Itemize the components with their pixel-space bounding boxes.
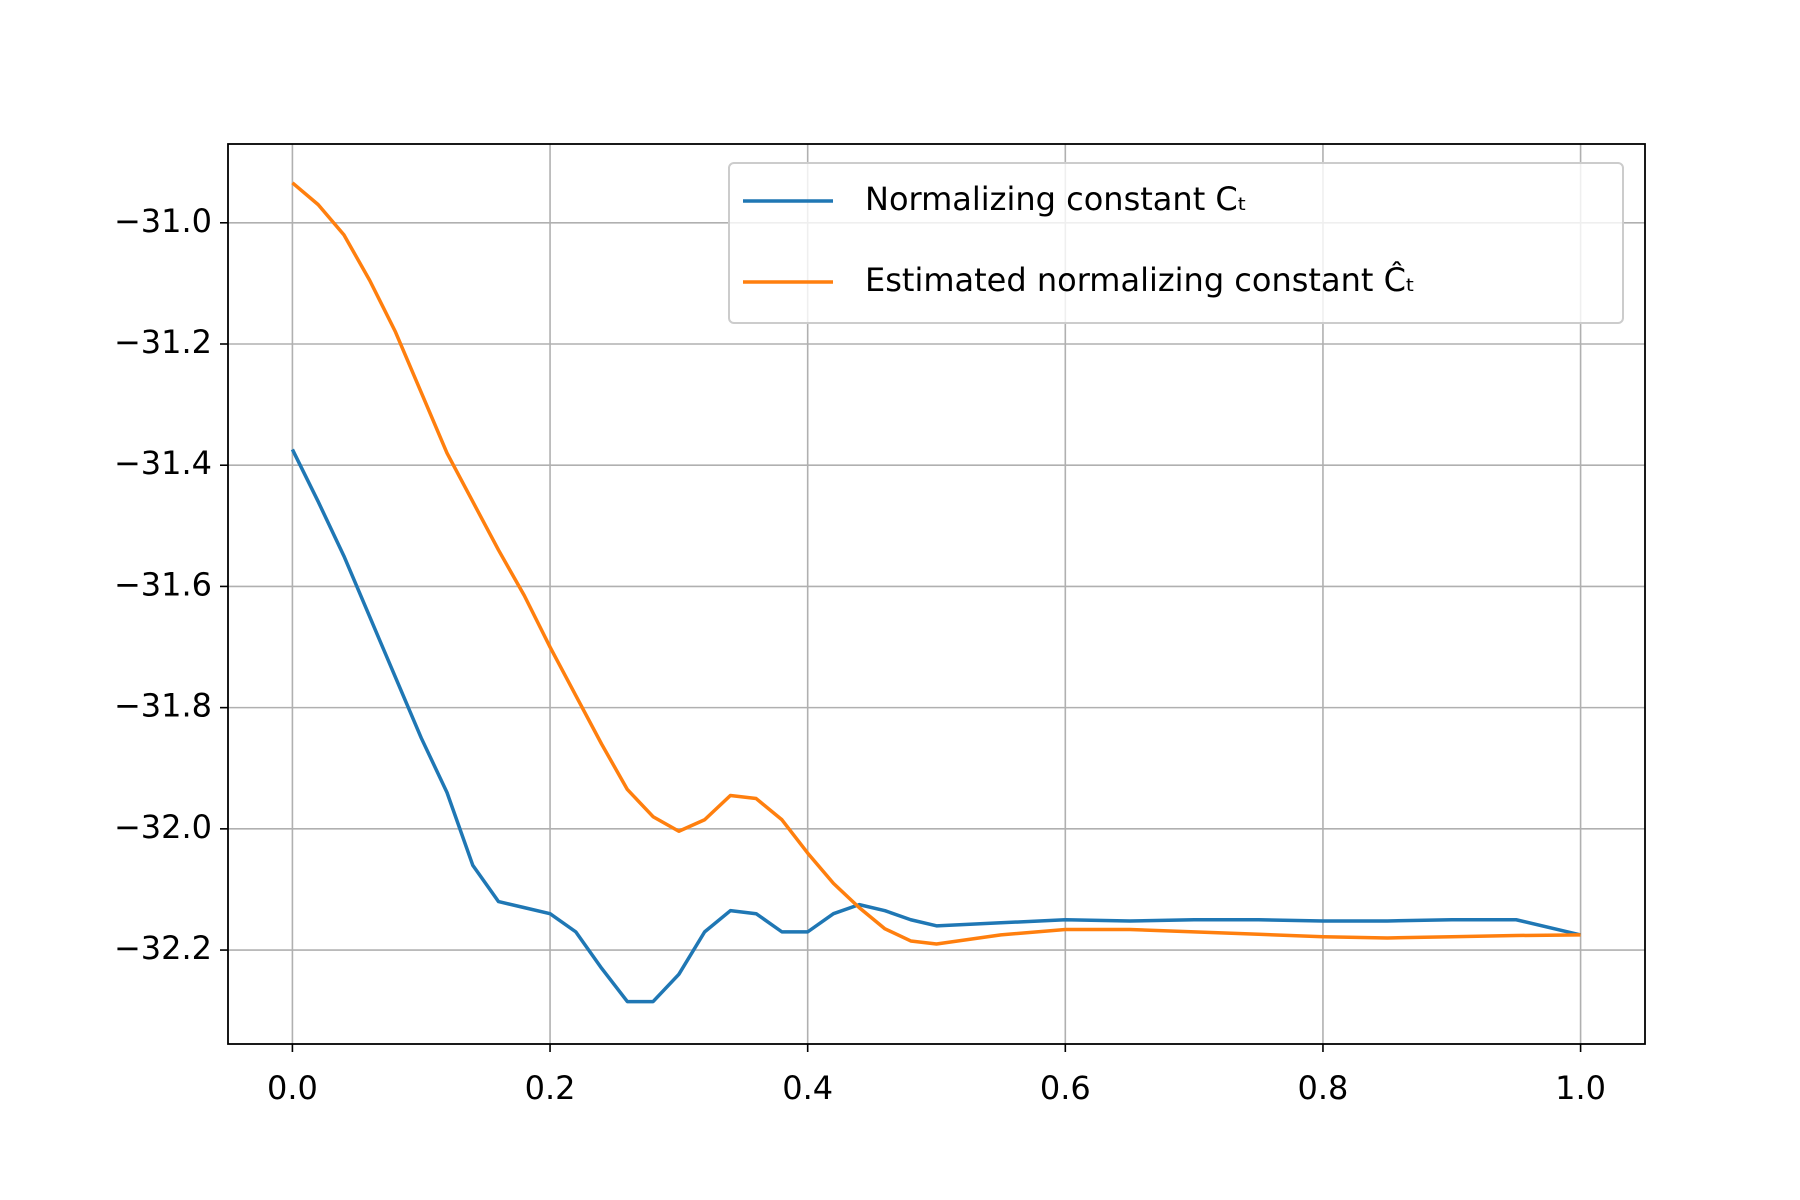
line-series [291,181,1581,946]
x-tick-label: 0.2 [525,1069,576,1107]
legend: Normalizing constant Cₜ Estimated normali… [728,162,1624,324]
x-tick-label: 1.0 [1555,1069,1606,1107]
legend-box [728,162,1624,324]
y-tick-label: −32.2 [114,929,212,967]
y-tick-label: −31.6 [114,565,212,603]
x-tick-label: 0.8 [1298,1069,1349,1107]
axes-frame [227,143,1646,1045]
y-tick-label: −32.0 [114,808,212,846]
x-tick-label: 0.6 [1040,1069,1091,1107]
legend-label: Normalizing constant Cₜ [865,180,1247,218]
line-series [290,448,1581,1004]
y-tick-label: −31.0 [114,202,212,240]
x-tick-label: 0.0 [267,1069,318,1107]
legend-label: Estimated normalizing constant Ĉₜ [865,260,1415,299]
y-tick-label: −31.4 [114,444,212,482]
x-tick-label: 0.4 [782,1069,833,1107]
y-tick-label: −31.8 [114,687,212,725]
y-tick-label: −31.2 [114,323,212,361]
